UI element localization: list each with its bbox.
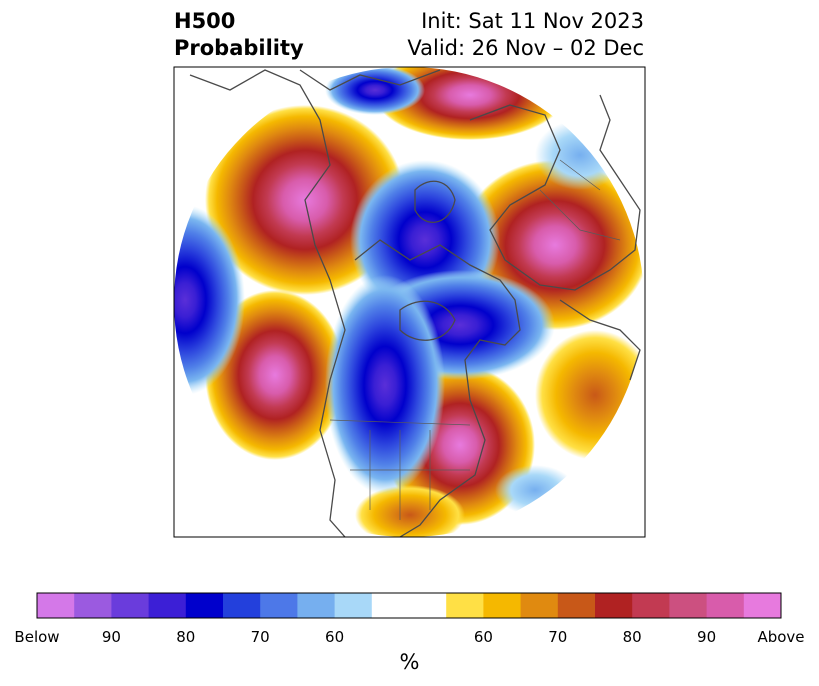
colorbar — [37, 593, 782, 618]
colorbar-unit-label: % — [399, 650, 420, 674]
colorbar-segment — [297, 593, 336, 618]
anomaly-bering-below — [325, 67, 425, 115]
date-info: Init: Sat 11 Nov 2023 Valid: 26 Nov – 02… — [407, 8, 644, 62]
colorbar-segment — [111, 593, 150, 618]
colorbar-tick-label: 90 — [697, 628, 717, 646]
colorbar-tick-label: 60 — [473, 628, 493, 646]
product-title: H500 Probability — [174, 8, 304, 62]
greenland — [414, 180, 456, 223]
europe-coast — [559, 299, 641, 381]
colorbar-frame — [36, 592, 782, 619]
colorbar-segment — [706, 593, 745, 618]
coastlines — [189, 69, 641, 537]
map-frame — [173, 66, 646, 538]
valid-range: Valid: 26 Nov – 02 Dec — [407, 36, 644, 60]
product-title-line1: H500 — [174, 9, 236, 33]
colorbar-tick-label: 60 — [325, 628, 345, 646]
colorbar-segment — [743, 593, 782, 618]
political-borders — [329, 159, 621, 520]
colorbar-tick-label: 70 — [548, 628, 568, 646]
init-date: Init: Sat 11 Nov 2023 — [421, 9, 644, 33]
north-america-east-coast — [354, 239, 521, 537]
colorbar-segment — [595, 593, 633, 618]
colorbar-segment — [185, 593, 224, 618]
colorbar-segment — [632, 593, 670, 618]
eurasia-coast — [469, 94, 641, 291]
colorbar-segment — [223, 593, 261, 618]
map-layers — [174, 67, 644, 537]
arctic-coast — [299, 69, 441, 91]
colorbar-segment — [669, 593, 708, 618]
anomaly-npacific-below — [174, 205, 245, 395]
colorbar-segment — [371, 593, 447, 618]
border-states-2 — [369, 430, 431, 520]
colorbar-tick-label: 70 — [250, 628, 270, 646]
anomaly-field — [174, 67, 644, 537]
colorbar-tick-label: Below — [14, 628, 60, 646]
colorbar-segment — [520, 593, 559, 618]
colorbar-tick-label: Above — [757, 628, 805, 646]
anomaly-westus-below — [325, 275, 445, 495]
north-america-west-coast — [189, 69, 346, 537]
colorbar-tick-label: 90 — [101, 628, 121, 646]
border-us-canada — [329, 419, 471, 426]
colorbar-tick-label: 80 — [622, 628, 642, 646]
colorbar-segment — [148, 593, 187, 618]
colorbar-segment — [260, 593, 298, 618]
colorbar-tick-labels: Below 90 80 70 60 60 70 80 90 Above — [0, 628, 819, 648]
colorbar-segment — [446, 593, 484, 618]
colorbar-segment — [557, 593, 596, 618]
border-eurasia — [539, 159, 621, 241]
colorbar-tick-label: 80 — [176, 628, 196, 646]
colorbar-segment — [37, 593, 75, 618]
hudson-bay — [399, 300, 456, 341]
colorbar-segment — [483, 593, 522, 618]
colorbar-segment — [74, 593, 112, 618]
colorbar-segment — [334, 593, 373, 618]
anomaly-gulf-above — [355, 485, 465, 537]
product-title-line2: Probability — [174, 36, 304, 60]
